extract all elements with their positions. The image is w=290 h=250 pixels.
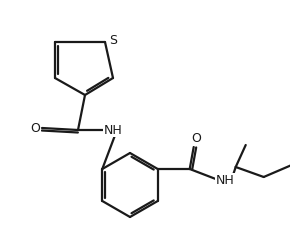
Text: NH: NH — [215, 174, 234, 186]
Text: NH: NH — [104, 124, 122, 136]
Text: O: O — [30, 122, 40, 134]
Text: S: S — [109, 34, 117, 48]
Text: O: O — [191, 132, 201, 145]
